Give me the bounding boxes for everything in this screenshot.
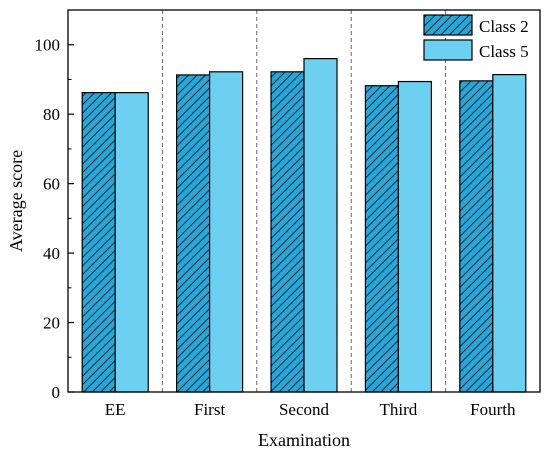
x-axis-label: Examination: [258, 430, 350, 450]
bar-class-5-first: [209, 71, 244, 393]
bar-class-2-fourth: [459, 80, 494, 393]
bar-class-5-third: [397, 80, 432, 393]
y-tick-label: 100: [35, 36, 61, 55]
y-tick-label: 0: [52, 383, 61, 402]
legend-swatch: [423, 14, 473, 36]
category-separators: [161, 10, 447, 392]
y-axis-ticks: 0 20 40 60 80 100: [35, 36, 74, 402]
x-tick-label: First: [194, 400, 225, 419]
bar-class-2-ee: [81, 92, 116, 393]
bar-class-5-second: [303, 58, 338, 393]
legend: Class 2 Class 5: [423, 14, 529, 61]
x-axis-ticks: EE First Second Third Fourth: [105, 386, 516, 419]
legend-swatch: [423, 39, 473, 61]
x-tick-label: Fourth: [470, 400, 516, 419]
x-tick-label: Third: [380, 400, 418, 419]
bar-class-5-ee: [114, 92, 149, 393]
y-tick-label: 80: [43, 105, 60, 124]
legend-label: Class 5: [479, 42, 529, 61]
bar-class-2-second: [270, 71, 305, 393]
y-tick-label: 60: [43, 175, 60, 194]
bar-class-2-first: [176, 74, 211, 393]
x-tick-label: Second: [279, 400, 330, 419]
bar-class-5-fourth: [492, 73, 527, 393]
y-tick-label: 20: [43, 314, 60, 333]
y-tick-label: 40: [43, 244, 60, 263]
bars: [81, 58, 527, 393]
bar-class-2-third: [364, 85, 399, 393]
y-axis-label: Average score: [6, 150, 26, 252]
x-tick-label: EE: [105, 400, 126, 419]
legend-label: Class 2: [479, 17, 529, 36]
